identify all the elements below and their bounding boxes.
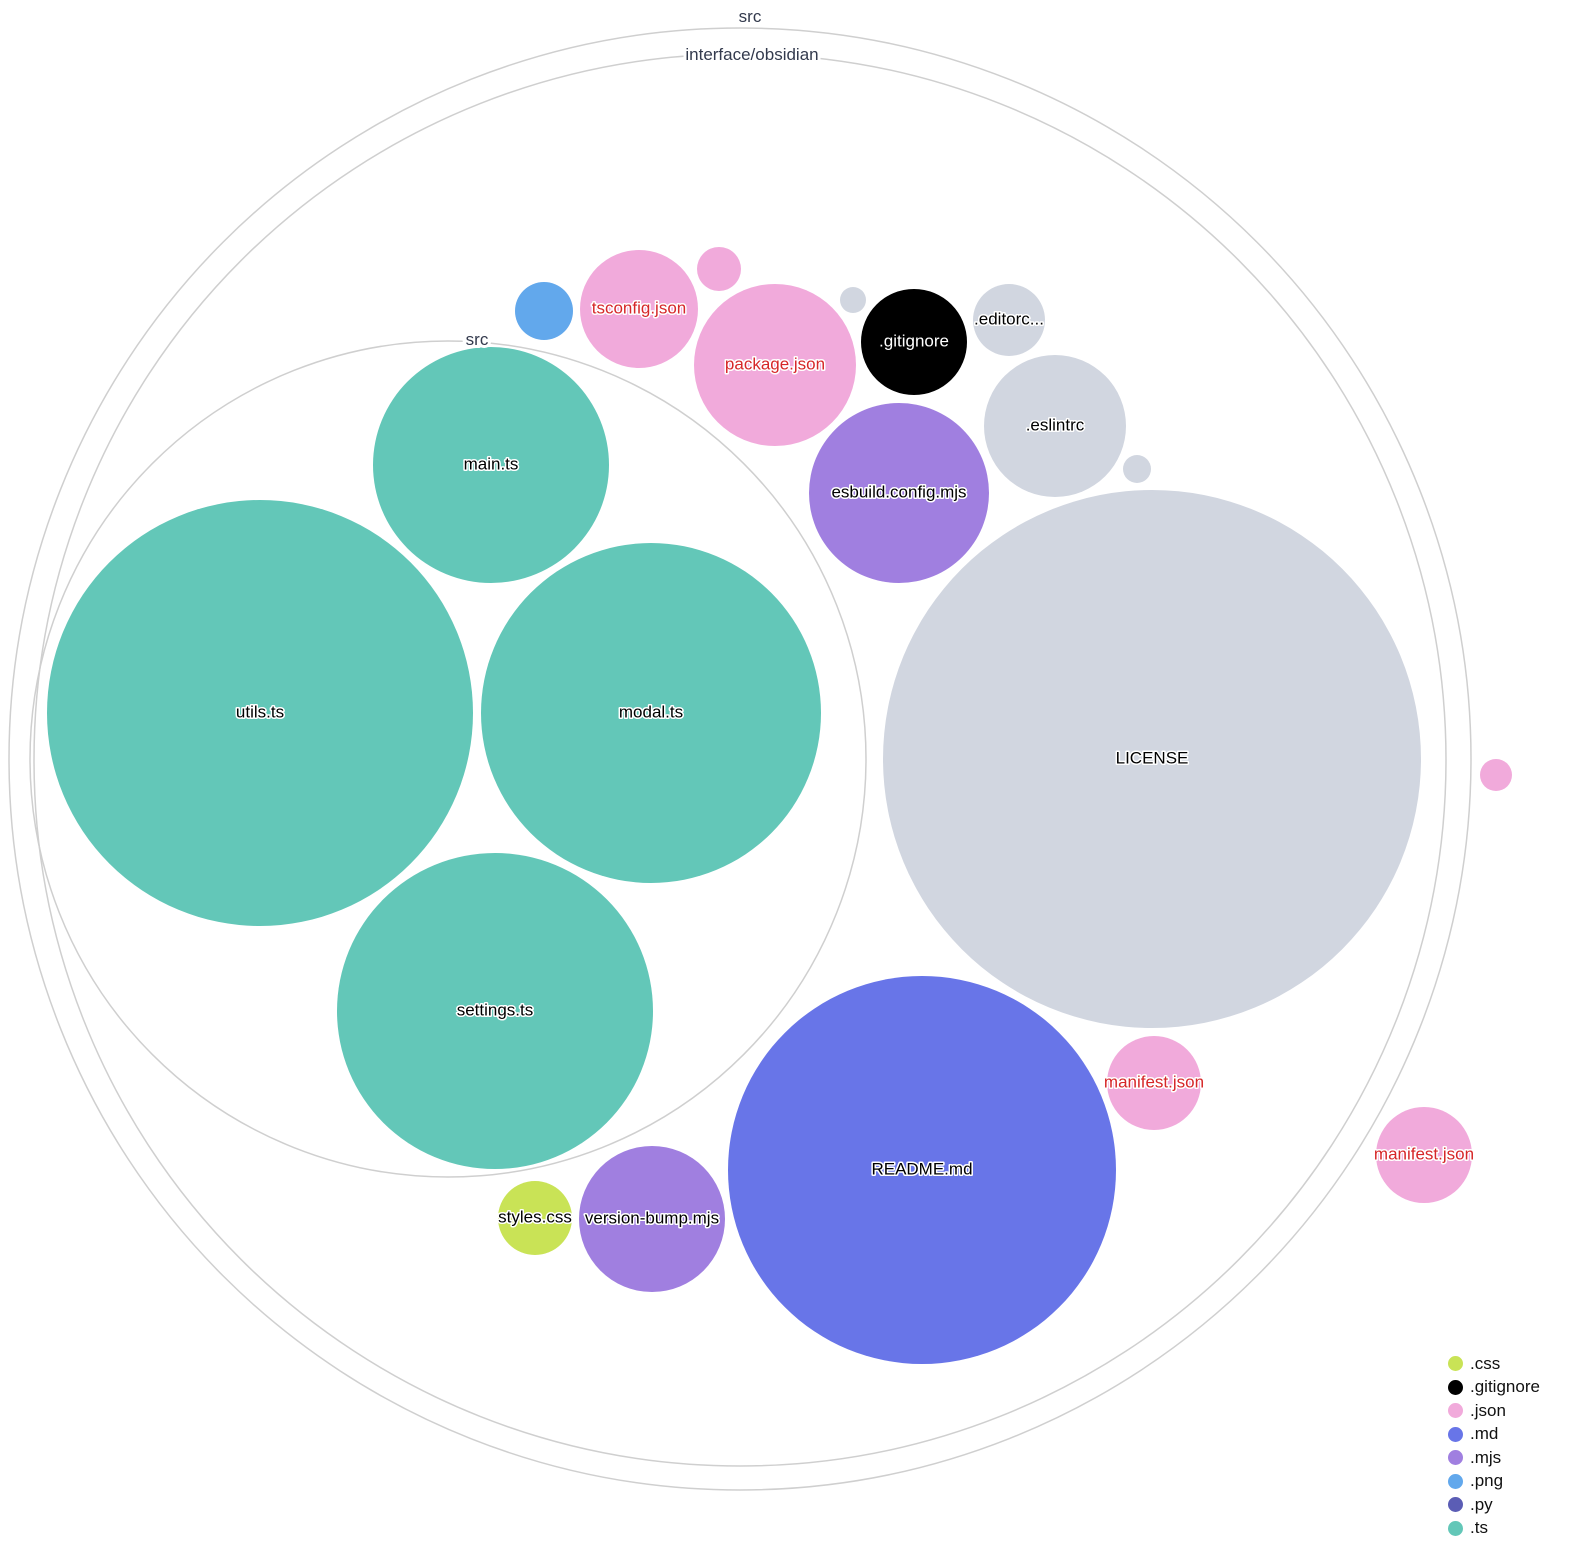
legend-swatch <box>1448 1403 1463 1419</box>
file-label: tsconfig.json <box>592 298 687 317</box>
legend-swatch <box>1448 1356 1463 1372</box>
file-node[interactable]: package.json <box>694 284 856 446</box>
file-label: settings.ts <box>457 1000 534 1019</box>
file-label: package.json <box>725 354 825 373</box>
file-circle[interactable] <box>883 490 1421 1028</box>
file-node[interactable]: version-bump.mjs <box>579 1146 725 1292</box>
file-node[interactable] <box>840 287 866 313</box>
file-node[interactable]: modal.ts <box>481 543 821 883</box>
legend-item: .png <box>1448 1470 1540 1494</box>
legend-label: .ts <box>1470 1518 1488 1538</box>
file-circle[interactable] <box>579 1146 725 1292</box>
file-node[interactable]: styles.css <box>497 1181 573 1255</box>
file-node[interactable]: LICENSE <box>883 490 1421 1028</box>
file-label: .gitignore <box>879 331 949 350</box>
file-node[interactable]: manifest.json <box>1102 1036 1206 1130</box>
file-node[interactable]: settings.ts <box>337 853 653 1169</box>
file-circle[interactable] <box>861 289 967 395</box>
dir-circle-src[interactable] <box>29 340 867 1178</box>
legend-swatch <box>1448 1520 1463 1536</box>
legend-swatch <box>1448 1426 1463 1442</box>
file-node[interactable]: esbuild.config.mjs <box>809 403 989 583</box>
file-circle[interactable] <box>1480 759 1512 791</box>
file-label: .editorc... <box>974 309 1044 328</box>
file-node[interactable] <box>515 282 573 340</box>
legend-label: .md <box>1470 1424 1499 1444</box>
file-label: styles.css <box>498 1207 572 1226</box>
file-circle[interactable] <box>809 403 989 583</box>
legend-label: .png <box>1470 1471 1504 1491</box>
file-label: manifest.json <box>1104 1072 1204 1091</box>
dir-label-interface-obsidian: interface/obsidian <box>685 45 818 64</box>
file-circle[interactable] <box>337 853 653 1169</box>
file-node[interactable]: .editorc... <box>973 284 1045 356</box>
legend-label: .py <box>1470 1494 1493 1514</box>
dir-label-src: src <box>466 330 489 349</box>
file-label: version-bump.mjs <box>585 1208 719 1227</box>
file-label: modal.ts <box>619 702 683 721</box>
legend-label: .gitignore <box>1470 1377 1540 1397</box>
file-node[interactable] <box>1123 455 1151 483</box>
file-circle[interactable] <box>515 282 573 340</box>
file-node[interactable] <box>1480 759 1512 791</box>
file-circle[interactable] <box>580 250 698 368</box>
legend-swatch <box>1448 1450 1463 1466</box>
file-node[interactable]: .eslintrc <box>984 355 1126 497</box>
file-circle[interactable] <box>984 355 1126 497</box>
file-circle[interactable] <box>697 247 741 291</box>
legend-swatch <box>1448 1473 1463 1489</box>
file-node[interactable]: README.md <box>728 976 1116 1364</box>
legend-item: .py <box>1448 1493 1540 1517</box>
file-circle[interactable] <box>728 976 1116 1364</box>
dir-circle-interface-obsidian[interactable] <box>33 53 1447 1467</box>
file-node[interactable]: tsconfig.json <box>580 250 698 368</box>
file-circle[interactable] <box>47 500 473 926</box>
file-circle[interactable] <box>694 284 856 446</box>
file-node[interactable]: .gitignore <box>861 289 967 395</box>
file-circle[interactable] <box>1123 455 1151 483</box>
file-circle[interactable] <box>373 347 609 583</box>
file-circle[interactable] <box>498 1181 572 1255</box>
file-node[interactable] <box>697 247 741 291</box>
file-label: README.md <box>871 1159 972 1178</box>
dir-circle-src-root[interactable] <box>8 27 1472 1491</box>
file-node[interactable]: utils.ts <box>47 500 473 926</box>
legend-item: .gitignore <box>1448 1376 1540 1400</box>
file-label: utils.ts <box>236 702 284 721</box>
file-circle[interactable] <box>481 543 821 883</box>
legend-item: .json <box>1448 1399 1540 1423</box>
legend-item: .css <box>1448 1352 1540 1376</box>
file-label: .eslintrc <box>1026 415 1085 434</box>
legend: .css .gitignore .json .md .mjs .png .py .ts <box>1448 1352 1540 1540</box>
file-label: main.ts <box>464 454 519 473</box>
file-circle[interactable] <box>840 287 866 313</box>
file-node[interactable]: manifest.json <box>1372 1107 1476 1203</box>
file-node[interactable]: main.ts <box>373 347 609 583</box>
legend-label: .mjs <box>1470 1447 1502 1467</box>
file-label: manifest.json <box>1374 1144 1474 1163</box>
legend-item: .md <box>1448 1423 1540 1447</box>
legend-swatch <box>1448 1379 1463 1395</box>
file-label: esbuild.config.mjs <box>831 482 966 501</box>
legend-label: .json <box>1470 1400 1506 1420</box>
legend-label: .css <box>1470 1353 1501 1373</box>
legend-item: .mjs <box>1448 1446 1540 1470</box>
file-label: LICENSE <box>1116 748 1189 767</box>
legend-swatch <box>1448 1497 1463 1513</box>
file-circle[interactable] <box>1107 1036 1201 1130</box>
file-circle[interactable] <box>1376 1107 1472 1203</box>
dir-label-src-root: src <box>739 7 762 26</box>
legend-item: .ts <box>1448 1517 1540 1541</box>
file-circle[interactable] <box>973 284 1045 356</box>
